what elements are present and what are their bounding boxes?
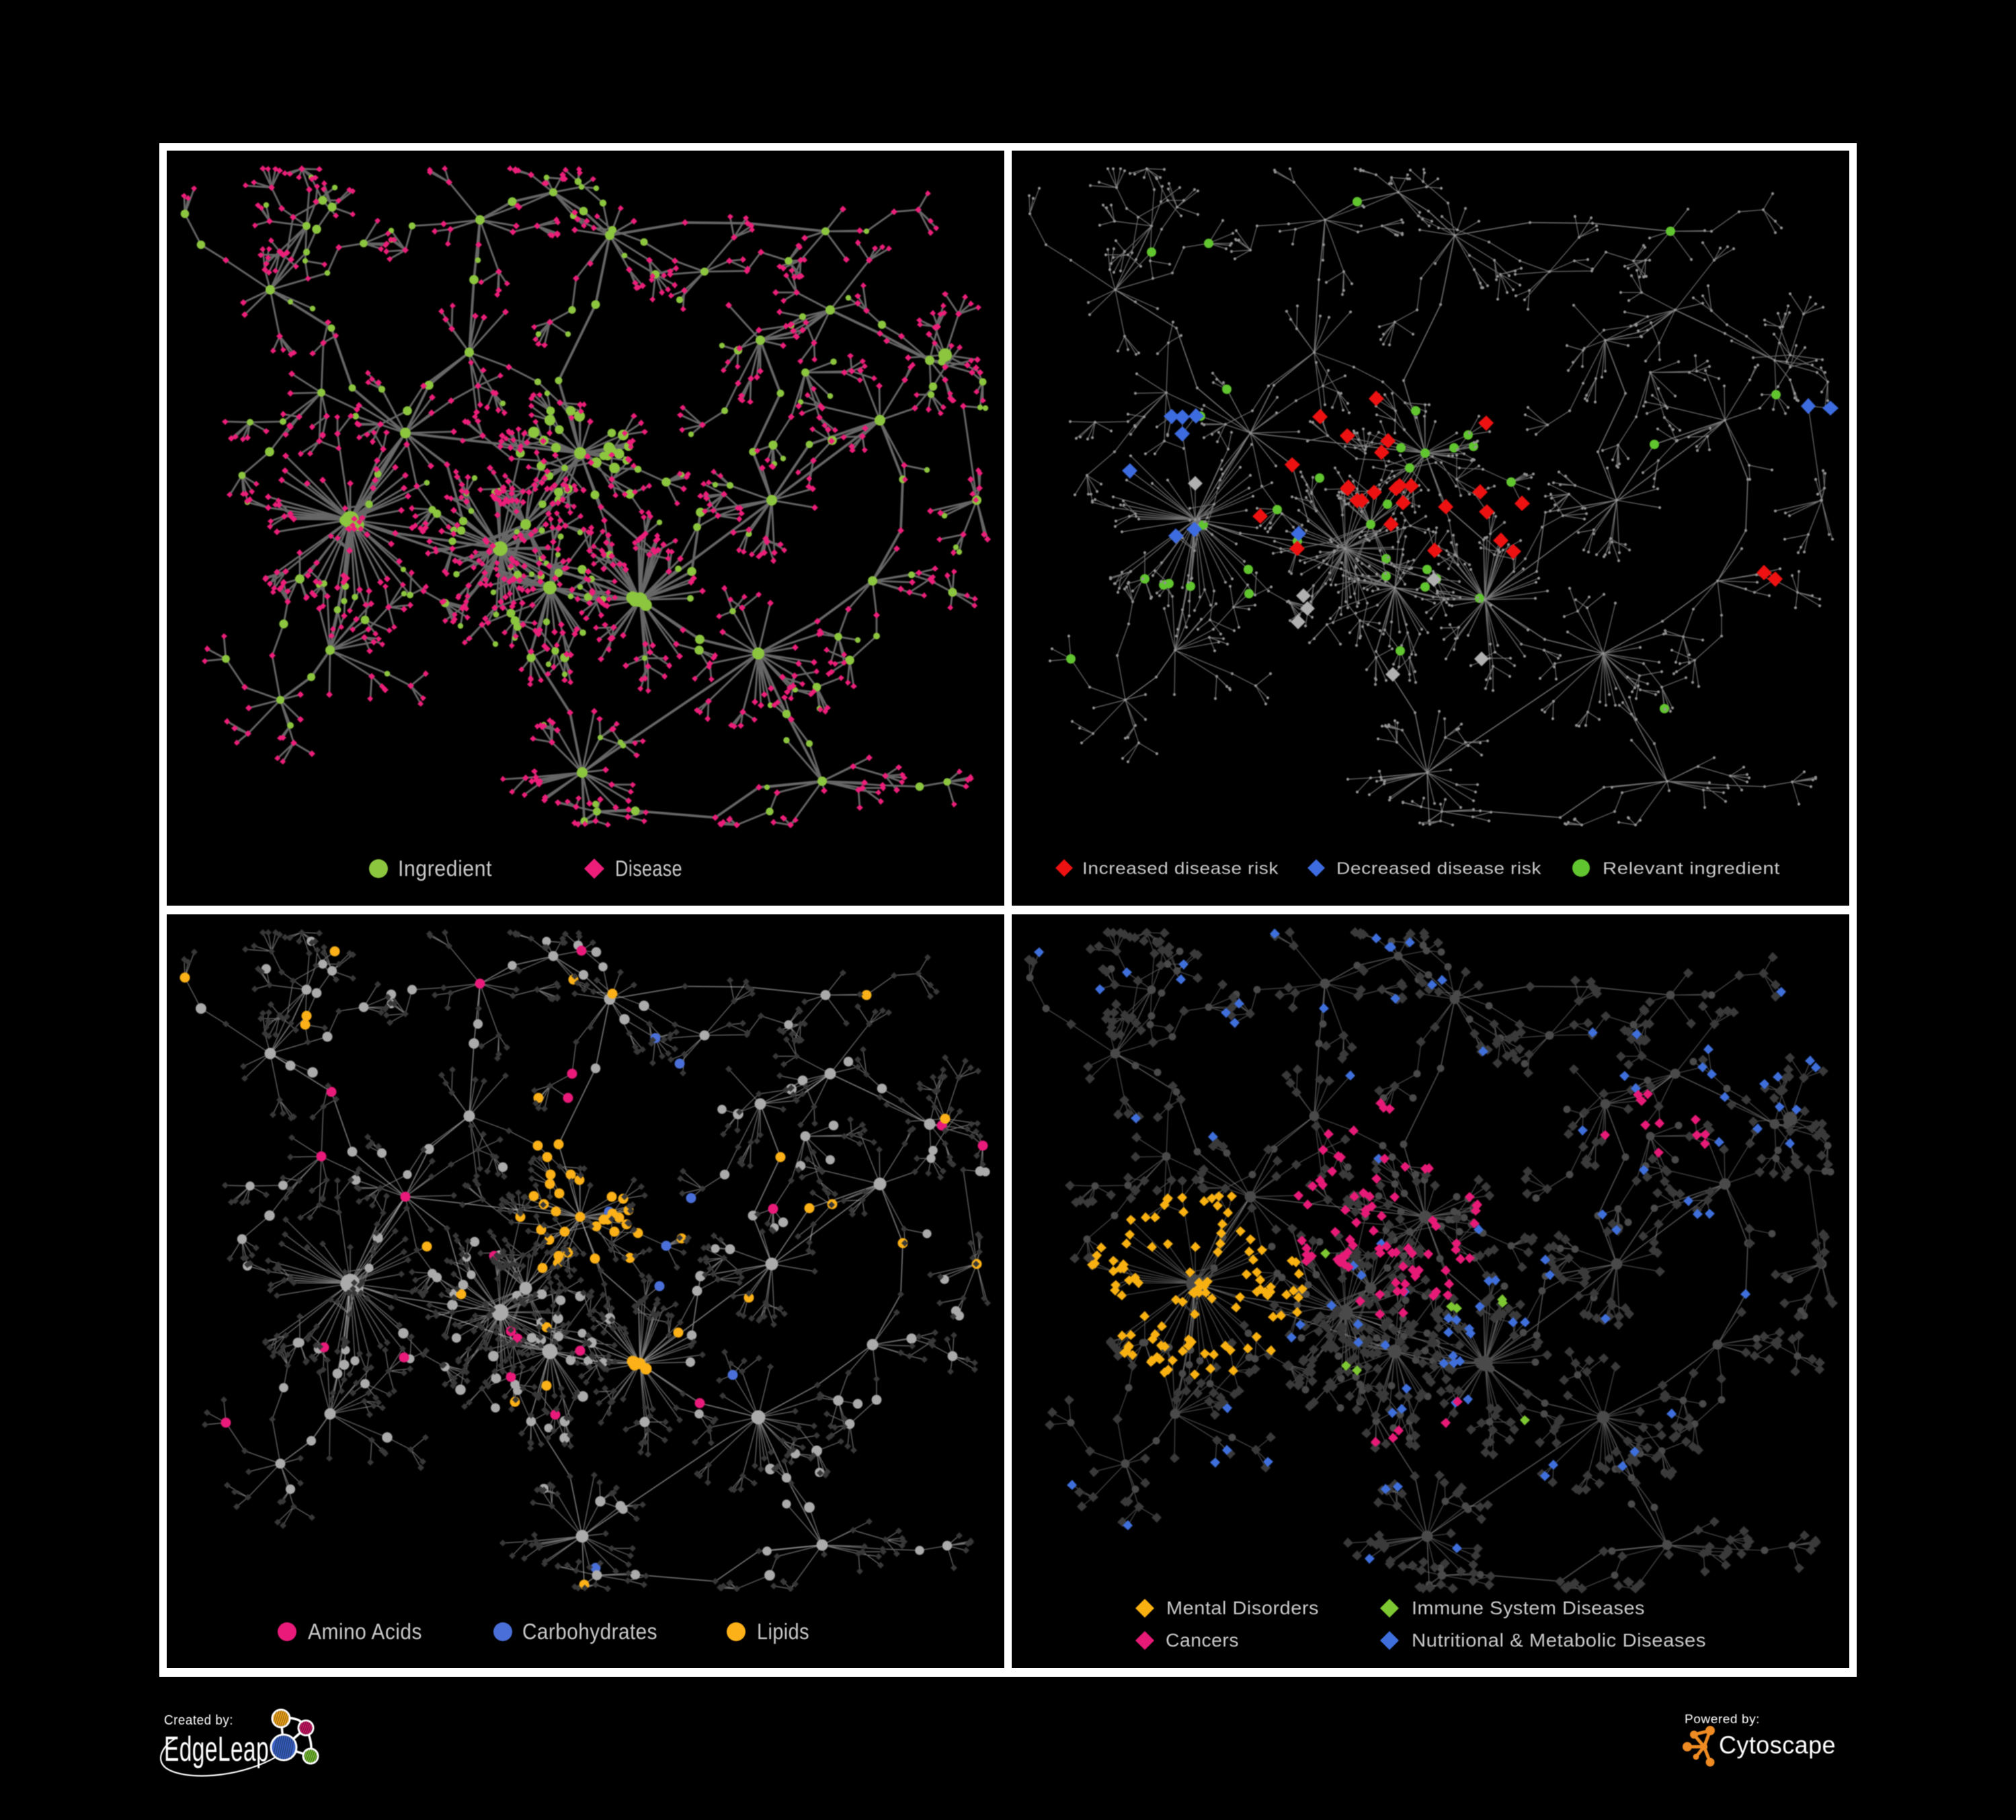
svg-text:Immune System Diseases: Immune System Diseases xyxy=(1412,1597,1645,1618)
svg-text:Cytoscape: Cytoscape xyxy=(1719,1731,1836,1759)
svg-text:Relevant ingredient: Relevant ingredient xyxy=(1603,859,1780,878)
svg-text:Amino Acids: Amino Acids xyxy=(308,1619,422,1644)
svg-text:Nutritional & Metabolic Diseas: Nutritional & Metabolic Diseases xyxy=(1412,1630,1706,1651)
svg-text:Cancers: Cancers xyxy=(1166,1630,1239,1651)
svg-text:Created by:: Created by: xyxy=(164,1713,233,1728)
svg-text:Mental Disorders: Mental Disorders xyxy=(1166,1597,1319,1618)
svg-text:Ingredient: Ingredient xyxy=(398,856,492,881)
svg-text:Carbohydrates: Carbohydrates xyxy=(522,1619,657,1644)
svg-text:Disease: Disease xyxy=(615,856,682,881)
svg-text:EdgeLeap: EdgeLeap xyxy=(164,1730,269,1769)
svg-text:Decreased disease risk: Decreased disease risk xyxy=(1336,859,1541,878)
svg-text:Powered by:: Powered by: xyxy=(1685,1712,1760,1726)
svg-text:Increased disease risk: Increased disease risk xyxy=(1082,859,1279,878)
svg-text:Lipids: Lipids xyxy=(757,1619,809,1644)
